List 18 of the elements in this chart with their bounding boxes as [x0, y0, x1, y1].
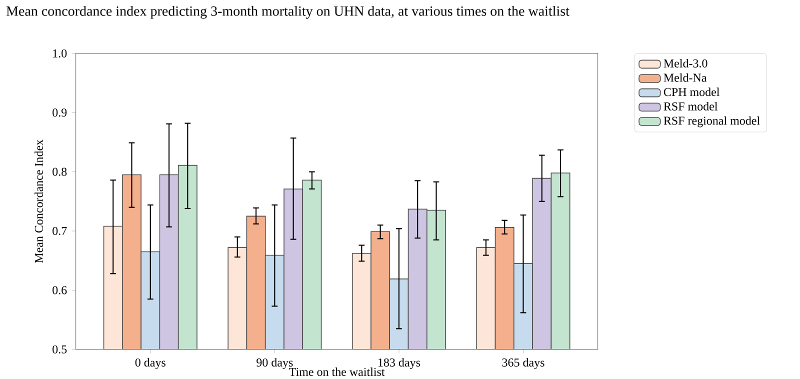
x-tick-label: 183 days [378, 358, 420, 370]
legend-label: Meld-3.0 [664, 59, 708, 68]
y-tick-label: 0.6 [52, 286, 67, 294]
chart-title: Mean concordance index predicting 3-month mortality on UHN data, at various times on the waitlist [6, 6, 570, 19]
legend-label: RSF regional model [664, 116, 760, 128]
legend-label: CPH model [664, 88, 720, 96]
y-tick-label: 0.7 [52, 226, 67, 236]
x-tick-label: 365 days [502, 358, 544, 370]
y-tick-label: 0.8 [52, 168, 67, 176]
legend-label: RSF model [664, 102, 718, 110]
x-tick-label: 0 days [135, 358, 166, 370]
x-tick-label: 90 days [256, 358, 293, 370]
y-axis-title: Mean Concordance Index [34, 140, 43, 264]
y-tick-label: 1.0 [53, 49, 67, 58]
x-axis-title: Time on the waitlist [289, 368, 385, 376]
y-tick-label: 0.5 [52, 345, 67, 354]
legend-label: Meld-Na [664, 73, 707, 82]
y-tick-label: 0.9 [52, 108, 67, 117]
